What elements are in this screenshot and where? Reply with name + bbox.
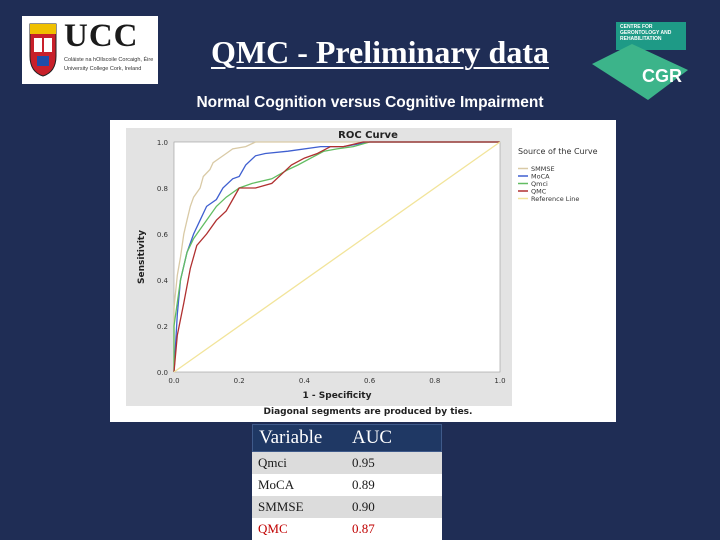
x-tick-label: 0.4 xyxy=(299,377,311,385)
header-variable: Variable xyxy=(259,427,323,448)
cell-auc: 0.95 xyxy=(352,455,375,470)
y-tick-label: 1.0 xyxy=(157,139,168,147)
cell-variable: QMC xyxy=(258,521,288,536)
ucc-subtitle-english: University College Cork, Ireland xyxy=(64,66,142,72)
x-axis-label: 1 - Specificity xyxy=(303,391,372,401)
roc-chart-svg: ROC Curve 1 - Specificity Sensitivity Di… xyxy=(110,120,616,422)
legend-title: Source of the Curve xyxy=(518,147,598,156)
header-auc: AUC xyxy=(351,427,393,448)
series-line-qmc xyxy=(173,141,500,373)
y-axis-label: Sensitivity xyxy=(137,230,147,284)
series-line-smmse xyxy=(173,141,500,372)
table-row: Qmci 0.95 xyxy=(252,452,442,474)
table-header: Variable AUC xyxy=(252,424,442,452)
page-title: QMC - Preliminary data xyxy=(210,34,549,70)
ucc-crest-icon xyxy=(29,23,57,77)
x-tick-label: 0.8 xyxy=(429,377,440,385)
legend-entry: Reference Line xyxy=(531,195,579,203)
cgr-logo-text: CENTRE FOR GERONTOLOGY AND REHABILITATIO… xyxy=(620,24,672,42)
x-tick-label: 0.6 xyxy=(364,377,376,385)
cell-variable: SMMSE xyxy=(258,499,304,514)
y-tick-label: 0.0 xyxy=(157,369,168,377)
series-line-reference-line xyxy=(173,141,501,373)
cell-auc: 0.90 xyxy=(352,499,375,514)
series-line-qmci xyxy=(173,141,500,372)
x-tick-label: 0.2 xyxy=(234,377,245,385)
cell-variable: MoCA xyxy=(258,477,295,492)
auc-table: Variable AUC Qmci 0.95 MoCA 0.89 SMMSE 0.90 QM… xyxy=(252,424,442,540)
ucc-subtitle-irish: Coláiste na hOllscoile Corcaigh, Éire xyxy=(64,57,154,63)
ucc-logo: UCC Coláiste na hOllscoile Corcaigh, Éir… xyxy=(22,16,158,84)
table-row: SMMSE 0.90 xyxy=(252,496,442,518)
chart-title: ROC Curve xyxy=(338,130,398,141)
legend-entry: SMMSE xyxy=(531,165,555,173)
table-row: QMC 0.87 xyxy=(252,518,442,540)
chart-footnote: Diagonal segments are produced by ties. xyxy=(264,407,473,417)
cell-variable: Qmci xyxy=(258,455,287,470)
legend-entry: QMC xyxy=(531,188,547,196)
cell-auc: 0.89 xyxy=(352,477,375,492)
table-row: MoCA 0.89 xyxy=(252,474,442,496)
cgr-logo-icon: CGR xyxy=(592,22,688,100)
page-subtitle: Normal Cognition versus Cognitive Impair… xyxy=(196,94,544,111)
y-tick-label: 0.6 xyxy=(157,231,169,239)
x-tick-label: 0.0 xyxy=(168,377,179,385)
legend-entry: Qmci xyxy=(531,180,548,188)
ucc-wordmark: UCC xyxy=(64,18,139,54)
x-tick-label: 1.0 xyxy=(494,377,505,385)
y-tick-label: 0.2 xyxy=(157,323,168,331)
legend-entry: MoCA xyxy=(531,173,550,181)
y-tick-label: 0.8 xyxy=(157,185,168,193)
cell-auc: 0.87 xyxy=(352,521,375,536)
y-tick-label: 0.4 xyxy=(157,277,169,285)
cgr-mark: CGR xyxy=(642,66,682,86)
roc-chart: ROC Curve 1 - Specificity Sensitivity Di… xyxy=(110,120,616,422)
